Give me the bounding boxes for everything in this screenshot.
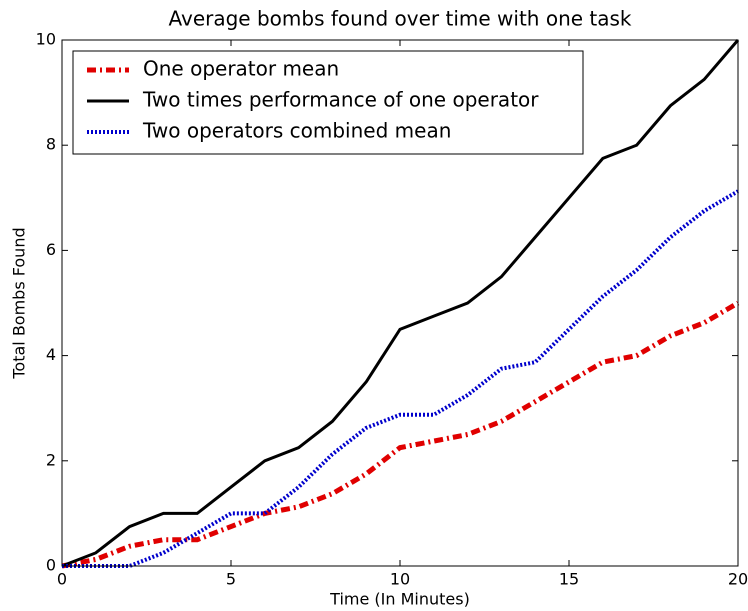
legend-label: Two times performance of one operator xyxy=(142,88,539,112)
plot-frame xyxy=(61,39,739,567)
y-tick-label: 8 xyxy=(46,135,56,154)
x-tick-label: 0 xyxy=(57,570,67,589)
x-axis-label: Time (In Minutes) xyxy=(329,590,470,609)
x-tick-label: 20 xyxy=(728,570,748,589)
chart-title: Average bombs found over time with one t… xyxy=(168,7,631,31)
x-tick-label: 15 xyxy=(559,570,579,589)
y-tick-label: 6 xyxy=(46,240,56,259)
y-tick-label: 10 xyxy=(36,30,56,49)
series-line xyxy=(62,189,740,568)
series-line xyxy=(61,39,740,568)
legend-box xyxy=(72,50,584,155)
y-axis-label: Total Bombs Found xyxy=(10,227,29,379)
legend-label: Two operators combined mean xyxy=(142,119,451,143)
y-tick-label: 2 xyxy=(46,450,56,469)
x-tick-label: 5 xyxy=(226,570,236,589)
x-tick-label: 10 xyxy=(390,570,410,589)
series-line xyxy=(61,300,740,569)
y-tick-label: 0 xyxy=(46,556,56,575)
legend-label: One operator mean xyxy=(143,57,339,81)
y-tick-label: 4 xyxy=(46,345,56,364)
